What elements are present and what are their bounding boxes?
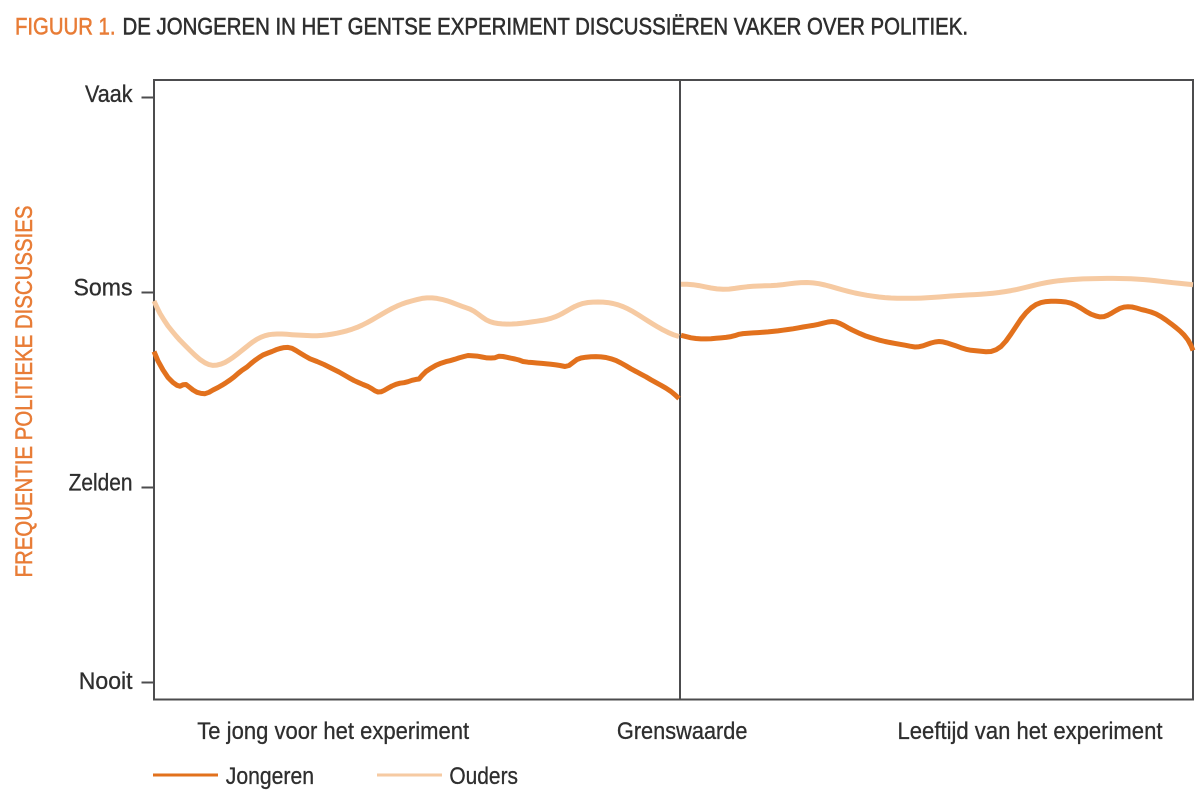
svg-text:Soms: Soms xyxy=(74,275,133,302)
svg-text:FREQUENTIE POLITIEKE DISCUSSIE: FREQUENTIE POLITIEKE DISCUSSIES xyxy=(11,206,38,578)
svg-text:FIGUUR 1.: FIGUUR 1. xyxy=(15,14,116,41)
svg-text:Zelden: Zelden xyxy=(69,470,133,497)
svg-text:Leeftijd van het experiment: Leeftijd van het experiment xyxy=(898,718,1163,745)
svg-text:Jongeren: Jongeren xyxy=(226,763,314,790)
svg-text:Nooit: Nooit xyxy=(79,668,133,695)
svg-text:Grenswaarde: Grenswaarde xyxy=(617,718,748,745)
svg-text:Ouders: Ouders xyxy=(449,763,518,790)
svg-text:DE JONGEREN IN HET GENTSE EXPE: DE JONGEREN IN HET GENTSE EXPERIMENT DIS… xyxy=(123,14,969,41)
svg-text:Te jong voor het experiment: Te jong voor het experiment xyxy=(197,718,469,745)
svg-text:Vaak: Vaak xyxy=(85,81,133,108)
